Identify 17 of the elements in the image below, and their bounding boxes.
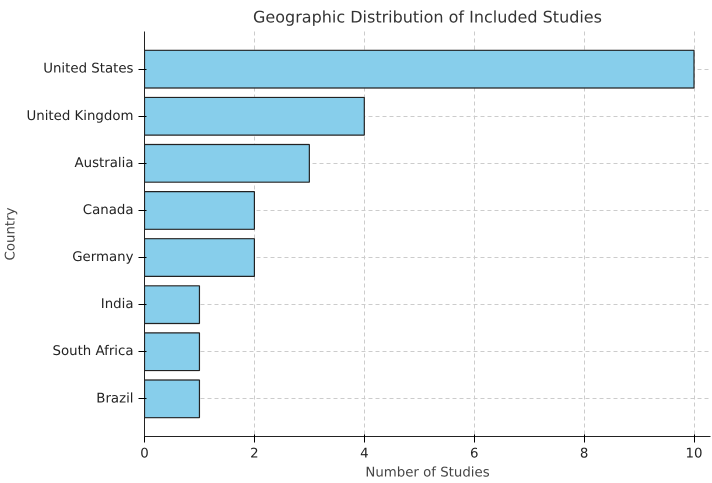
- x-axis-title: Number of Studies: [365, 466, 490, 480]
- chart-title: Geographic Distribution of Included Studies: [253, 8, 602, 26]
- y-tick-label: Australia: [74, 156, 134, 171]
- y-axis-title: Country: [4, 207, 19, 260]
- y-tick-label: United States: [43, 62, 134, 77]
- y-tick-label: Canada: [82, 202, 134, 218]
- x-tick-label: 6: [470, 446, 478, 462]
- x-tick-label: 0: [140, 446, 149, 462]
- x-tick-label: 4: [360, 446, 369, 462]
- y-tick-label: United Kingdom: [26, 108, 134, 124]
- x-tick-label: 8: [580, 446, 588, 462]
- y-tick-label: Germany: [72, 250, 134, 266]
- x-tick-label: 10: [686, 446, 703, 462]
- y-tick-label: South Africa: [52, 344, 134, 360]
- x-tick-label: 2: [250, 446, 259, 462]
- y-tick-label: Brazil: [96, 391, 134, 406]
- y-tick-label: India: [100, 297, 134, 312]
